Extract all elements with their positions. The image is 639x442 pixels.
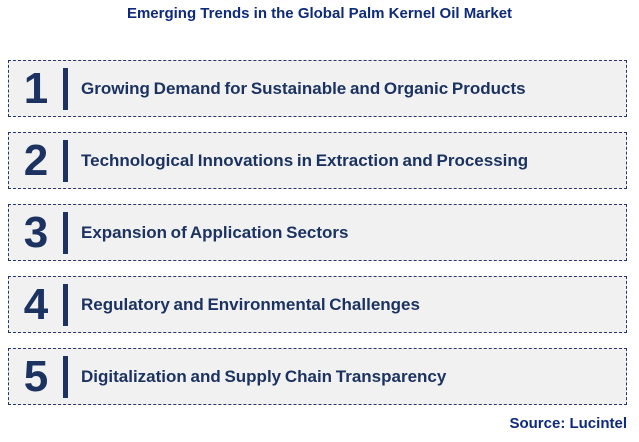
- trend-label: Growing Demand for Sustainable and Organ…: [81, 78, 526, 98]
- trend-number: 4: [23, 279, 49, 329]
- trend-row-5: 5 Digitalization and Supply Chain Transp…: [8, 348, 627, 405]
- trend-number: 3: [23, 207, 49, 257]
- number-divider: [63, 355, 68, 398]
- trend-number: 5: [23, 351, 49, 401]
- source-credit: Source: Lucintel: [509, 415, 627, 432]
- trend-row-2: 2 Technological Innovations in Extractio…: [8, 132, 627, 189]
- number-divider: [63, 283, 68, 326]
- trend-list: 1 Growing Demand for Sustainable and Org…: [8, 60, 627, 405]
- number-divider: [63, 139, 68, 182]
- trend-label: Technological Innovations in Extraction …: [81, 150, 529, 170]
- trend-row-4: 4 Regulatory and Environmental Challenge…: [8, 276, 627, 333]
- trend-number: 2: [23, 135, 49, 185]
- number-divider: [63, 67, 68, 110]
- trend-label: Digitalization and Supply Chain Transpar…: [81, 366, 447, 386]
- trend-row-3: 3 Expansion of Application Sectors: [8, 204, 627, 261]
- trend-row-1: 1 Growing Demand for Sustainable and Org…: [8, 60, 627, 117]
- trend-label: Expansion of Application Sectors: [81, 222, 349, 242]
- number-divider: [63, 211, 68, 254]
- trend-label: Regulatory and Environmental Challenges: [81, 294, 420, 314]
- page-title: Emerging Trends in the Global Palm Kerne…: [126, 5, 513, 22]
- trend-number: 1: [23, 63, 49, 113]
